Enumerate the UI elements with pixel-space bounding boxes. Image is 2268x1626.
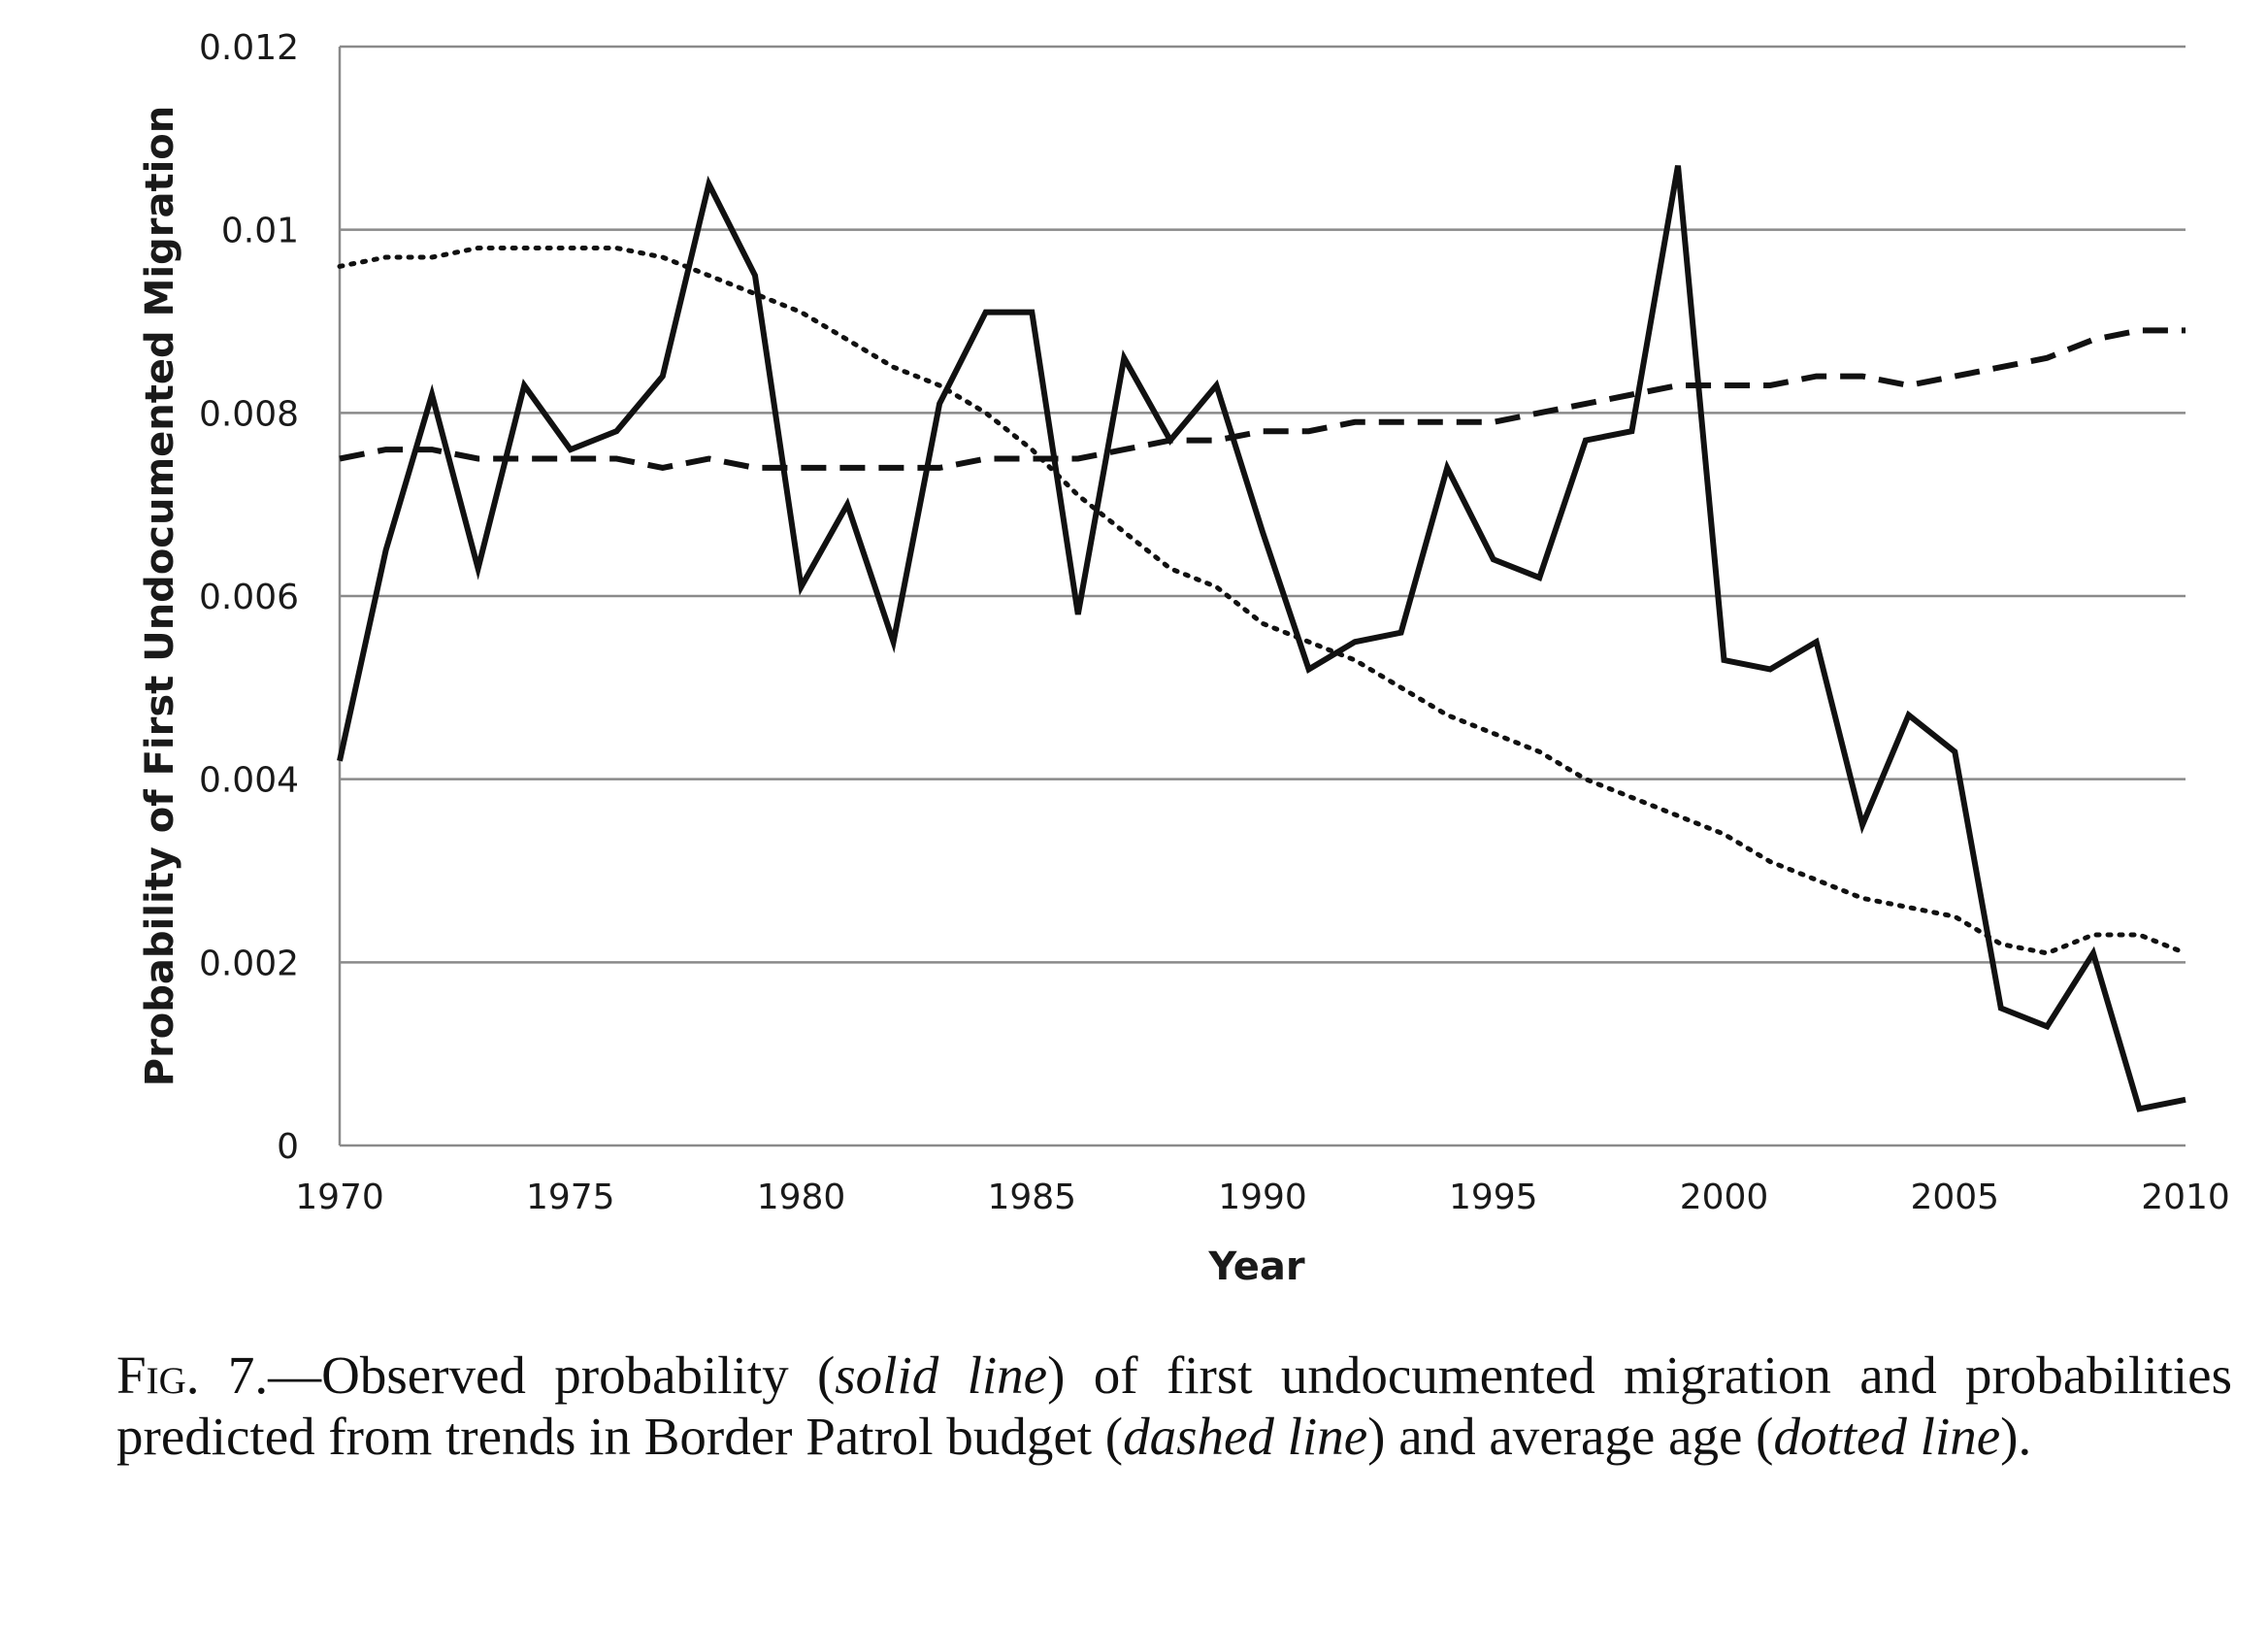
y-tick-labels: 0 0.002 0.004 0.006 0.008 0.01 0.012	[199, 28, 299, 1167]
caption-text-4: ).	[2000, 1407, 2032, 1466]
y-tick-label: 0.002	[199, 944, 299, 983]
caption-dotted-line-label: dotted line	[1773, 1407, 2001, 1466]
x-tick-label: 1970	[295, 1178, 384, 1217]
caption-text-2: ) of first undocumented migration and pr…	[116, 1345, 2233, 1466]
gridlines	[340, 45, 2186, 964]
x-tick-label: 1975	[526, 1178, 615, 1217]
series-lines	[337, 165, 2188, 1112]
y-tick-label: 0.004	[199, 761, 299, 801]
y-tick-label: 0	[277, 1127, 299, 1167]
x-tick-label: 2000	[1680, 1178, 1769, 1217]
y-tick-label: 0.008	[199, 394, 299, 434]
caption-fig-number: . 7.	[185, 1345, 269, 1405]
y-tick-label: 0.006	[199, 578, 299, 617]
caption-fig-label: Fig	[116, 1345, 186, 1405]
axes	[338, 47, 2186, 1147]
x-tick-label: 1990	[1218, 1178, 1307, 1217]
caption-solid-line-label: solid line	[835, 1345, 1048, 1405]
x-tick-label: 2005	[1910, 1178, 1999, 1217]
series-line-dotted	[337, 246, 2188, 956]
x-tick-label: 2010	[2141, 1178, 2230, 1217]
caption-dashed-line-label: dashed line	[1123, 1407, 1368, 1466]
y-tick-label: 0.012	[199, 28, 299, 68]
y-axis-title: Probability of First Undocumented Migrat…	[138, 106, 182, 1086]
x-tick-labels: 1970 1975 1980 1985 1990 1995 2000 2005 2010	[295, 1178, 2230, 1217]
series-line-dashed	[339, 327, 2186, 471]
caption-text-1: —Observed probability (	[268, 1345, 836, 1405]
y-tick-label: 0.01	[221, 212, 299, 251]
x-tick-label: 1995	[1449, 1178, 1538, 1217]
figure-caption: Fig. 7.—Observed probability (solid line…	[116, 1344, 2232, 1467]
series-line-solid	[337, 165, 2186, 1112]
x-axis-title: Year	[1207, 1244, 1304, 1289]
x-tick-label: 1985	[987, 1178, 1076, 1217]
x-tick-label: 1980	[757, 1178, 846, 1217]
caption-text-3: ) and average age (	[1367, 1407, 1774, 1466]
